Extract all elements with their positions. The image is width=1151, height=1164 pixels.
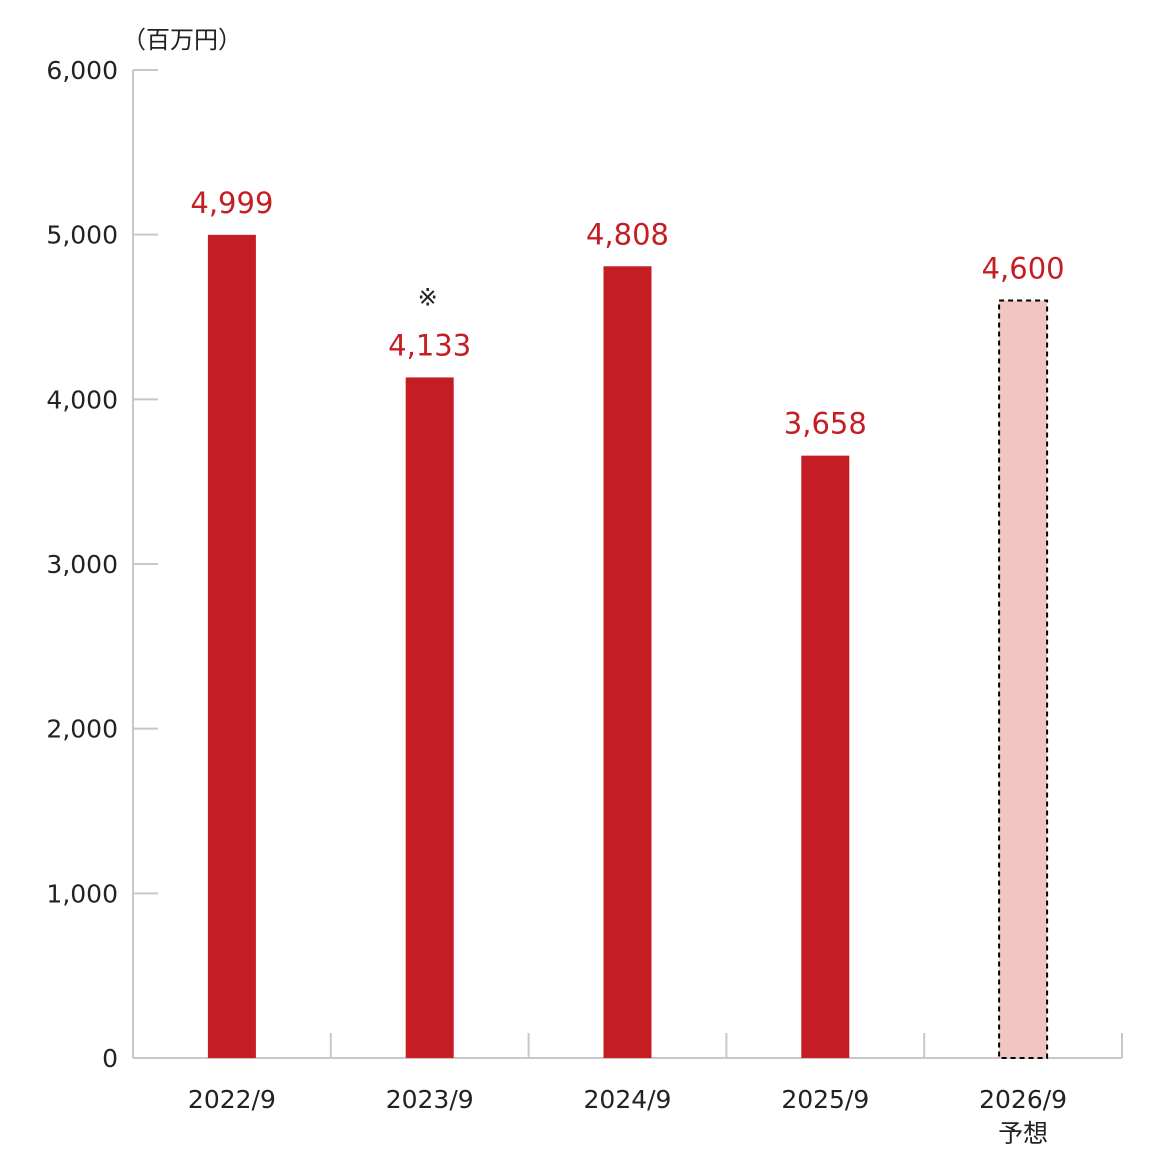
x-tick-label: 2023/9 xyxy=(386,1085,474,1114)
axes: 0 1,000 2,000 3,000 4,000 5,000 6,000 xyxy=(46,56,1123,1073)
y-tick-label: 3,000 xyxy=(46,550,118,579)
y-tick-label: 1,000 xyxy=(46,879,118,908)
data-label: 4,808 xyxy=(586,217,669,251)
bars xyxy=(207,234,1049,1059)
y-tick-label: 2,000 xyxy=(46,715,118,744)
x-tick-label: 2026/9 xyxy=(979,1085,1067,1114)
y-tick-label: 0 xyxy=(102,1044,118,1073)
data-label: 4,133 xyxy=(388,328,471,362)
bar-forecast xyxy=(998,299,1049,1059)
bar xyxy=(603,266,652,1058)
data-label: 3,658 xyxy=(784,407,867,441)
x-tick-label: 2022/9 xyxy=(188,1085,276,1114)
data-label: 4,999 xyxy=(190,186,273,220)
y-tick-label: 5,000 xyxy=(46,221,118,250)
x-tick-sublabel: 予想 xyxy=(998,1119,1048,1148)
x-tick-label: 2024/9 xyxy=(584,1085,672,1114)
bar xyxy=(207,234,256,1059)
y-tick-label: 6,000 xyxy=(46,56,118,85)
bar xyxy=(801,455,850,1059)
unit-label: （百万円） xyxy=(122,26,242,54)
data-label: 4,600 xyxy=(982,252,1065,286)
y-tick-label: 4,000 xyxy=(46,385,118,414)
x-tick-label: 2025/9 xyxy=(781,1085,869,1114)
labels: 4,999 2022/9 4,133 ※ 2023/9 4,808 2024/9 3,658 2… xyxy=(188,186,1067,1148)
annotation-mark: ※ xyxy=(418,283,438,311)
bar xyxy=(405,377,454,1058)
